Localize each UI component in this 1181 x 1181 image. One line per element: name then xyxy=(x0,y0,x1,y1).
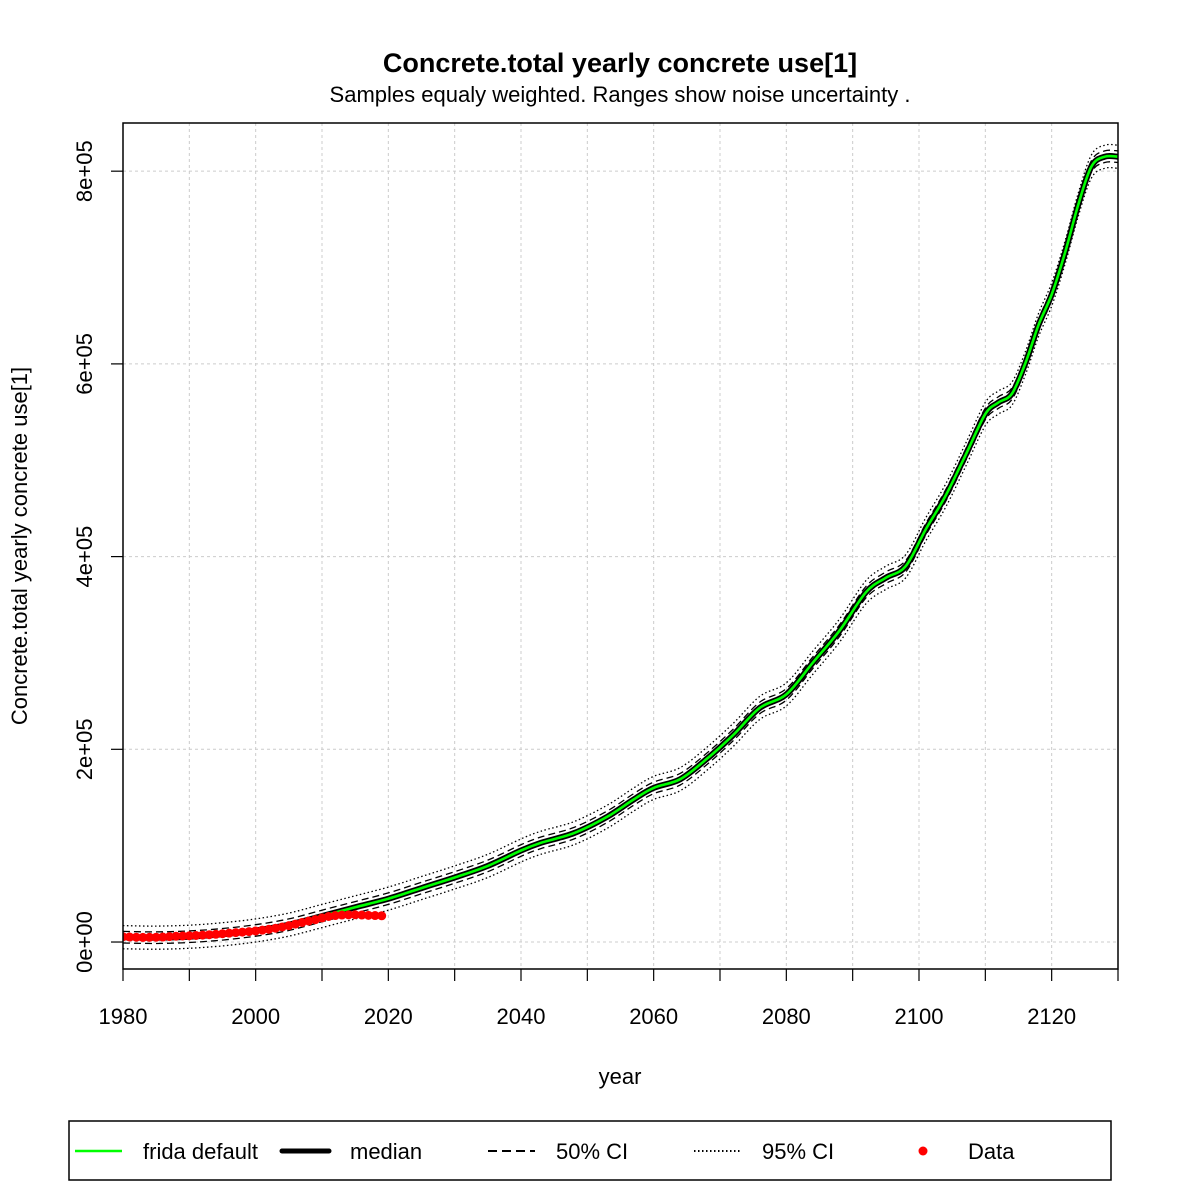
data-point xyxy=(164,932,174,942)
ci50-line xyxy=(123,149,1118,933)
data-point xyxy=(171,931,181,941)
chart-subtitle: Samples equaly weighted. Ranges show noi… xyxy=(330,82,911,107)
legend-swatch-data xyxy=(918,1146,928,1156)
legend-box xyxy=(68,1120,1112,1181)
data-point xyxy=(198,930,208,940)
data-point xyxy=(257,925,267,935)
legend-label: Data xyxy=(968,1139,1015,1164)
y-axis-label: Concrete.total yearly concrete use[1] xyxy=(7,367,32,725)
data-point xyxy=(204,930,214,940)
x-tick-label: 1980 xyxy=(99,1004,148,1029)
legend-label: 95% CI xyxy=(762,1139,834,1164)
x-tick-label: 2020 xyxy=(364,1004,413,1029)
y-tick-label: 6e+05 xyxy=(72,333,97,395)
data-point xyxy=(231,928,241,938)
data-point xyxy=(224,928,234,938)
x-tick-label: 2060 xyxy=(629,1004,678,1029)
data-point xyxy=(324,911,334,921)
data-point xyxy=(251,926,261,936)
x-tick-label: 2000 xyxy=(231,1004,280,1029)
legend-label: median xyxy=(350,1139,422,1164)
data-point xyxy=(330,911,340,921)
data-point xyxy=(237,927,247,937)
data-point xyxy=(370,911,380,921)
data-point xyxy=(218,929,227,939)
legend: frida default median 50% CI 95% CI Data xyxy=(68,1120,1112,1181)
data-point xyxy=(131,932,141,942)
data-point xyxy=(357,910,367,920)
y-tick-label: 0e+00 xyxy=(72,911,97,973)
data-point xyxy=(337,910,347,920)
data-point xyxy=(344,910,354,920)
frida-default-line xyxy=(123,154,1118,940)
data-point xyxy=(244,927,254,937)
chart-title: Concrete.total yearly concrete use[1] xyxy=(383,48,857,78)
data-point xyxy=(191,930,201,940)
plot-area xyxy=(123,143,1118,950)
ci95-line xyxy=(123,166,1118,950)
axes: 1980 2000 2020 2040 2060 2080 2100 2120 0e+00 2e+… xyxy=(72,140,1119,1029)
data-point xyxy=(264,924,274,934)
ci50-line xyxy=(123,161,1118,945)
plot-series-group xyxy=(123,143,1118,950)
median-line xyxy=(123,152,1118,941)
x-axis-label: year xyxy=(599,1064,642,1089)
y-tick-label: 2e+05 xyxy=(72,718,97,780)
plot-frame xyxy=(122,122,1119,970)
data-point xyxy=(125,932,135,942)
data-point xyxy=(211,929,221,939)
data-point xyxy=(350,910,360,920)
x-tick-label: 2080 xyxy=(762,1004,811,1029)
data-point xyxy=(138,932,148,942)
legend-label: frida default xyxy=(143,1139,258,1164)
data-point xyxy=(184,931,194,941)
legend-label: 50% CI xyxy=(556,1139,628,1164)
data-point xyxy=(145,932,155,942)
data-point xyxy=(178,931,188,941)
x-tick-label: 2040 xyxy=(497,1004,546,1029)
data-point xyxy=(363,910,373,920)
grid-lines xyxy=(122,123,1119,969)
x-tick-label: 2100 xyxy=(895,1004,944,1029)
y-tick-label: 8e+05 xyxy=(72,140,97,202)
ci95-line xyxy=(123,143,1118,927)
data-point xyxy=(151,932,161,942)
data-point xyxy=(377,911,387,921)
x-tick-label: 2120 xyxy=(1027,1004,1076,1029)
data-point xyxy=(158,932,168,942)
y-tick-label: 4e+05 xyxy=(72,526,97,588)
